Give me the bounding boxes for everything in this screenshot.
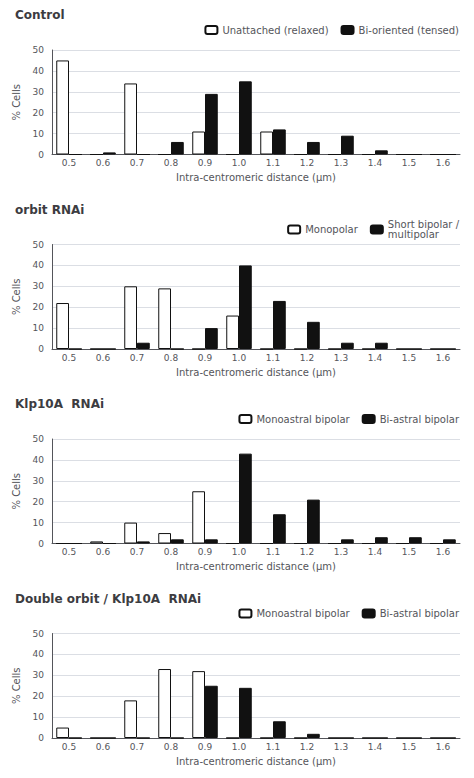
svg-text:50: 50 xyxy=(33,45,45,55)
svg-text:20: 20 xyxy=(33,497,45,507)
svg-text:1.3: 1.3 xyxy=(334,742,348,752)
svg-text:1.4: 1.4 xyxy=(368,353,383,363)
svg-text:0.8: 0.8 xyxy=(164,547,179,557)
svg-text:orbit RNAi: orbit RNAi xyxy=(15,203,84,217)
svg-text:Double orbit / Klp10A RNAi: Double orbit / Klp10A RNAi xyxy=(15,592,201,606)
svg-text:0.5: 0.5 xyxy=(62,158,76,168)
svg-text:1.3: 1.3 xyxy=(334,547,348,557)
svg-text:1.0: 1.0 xyxy=(232,742,247,752)
svg-text:1.6: 1.6 xyxy=(436,353,451,363)
svg-text:10: 10 xyxy=(33,323,45,333)
svg-text:0.5: 0.5 xyxy=(62,742,76,752)
svg-text:30: 30 xyxy=(33,670,45,680)
svg-text:0.7: 0.7 xyxy=(130,158,144,168)
svg-text:1.1: 1.1 xyxy=(266,547,280,557)
svg-text:Short bipolar /: Short bipolar / xyxy=(387,219,459,230)
svg-text:0.9: 0.9 xyxy=(198,547,213,557)
svg-text:50: 50 xyxy=(33,434,45,444)
svg-text:Intra-centromeric distance (μm: Intra-centromeric distance (μm) xyxy=(176,561,336,572)
svg-text:0.6: 0.6 xyxy=(96,547,111,557)
svg-text:1.2: 1.2 xyxy=(300,547,314,557)
svg-text:50: 50 xyxy=(33,240,45,250)
svg-text:Control: Control xyxy=(15,8,65,22)
svg-text:30: 30 xyxy=(33,476,45,486)
svg-text:30: 30 xyxy=(33,281,45,291)
svg-text:0.8: 0.8 xyxy=(164,742,179,752)
svg-text:10: 10 xyxy=(33,518,45,528)
svg-text:10: 10 xyxy=(33,129,45,139)
svg-text:0.9: 0.9 xyxy=(198,353,213,363)
svg-text:1.1: 1.1 xyxy=(266,353,280,363)
svg-text:Intra-centromeric distance (μm: Intra-centromeric distance (μm) xyxy=(176,367,336,378)
svg-text:0: 0 xyxy=(38,150,44,160)
svg-text:Bi-astral bipolar: Bi-astral bipolar xyxy=(380,608,460,619)
svg-text:1.2: 1.2 xyxy=(300,158,314,168)
svg-text:0: 0 xyxy=(38,344,44,354)
svg-text:Bi-astral bipolar: Bi-astral bipolar xyxy=(380,414,460,425)
svg-text:0.6: 0.6 xyxy=(96,353,111,363)
svg-text:0.5: 0.5 xyxy=(62,353,76,363)
svg-text:40: 40 xyxy=(33,66,45,76)
svg-text:% Cells: % Cells xyxy=(11,473,22,510)
svg-text:0.7: 0.7 xyxy=(130,742,144,752)
svg-text:50: 50 xyxy=(33,629,45,639)
svg-text:Intra-centromeric distance (μm: Intra-centromeric distance (μm) xyxy=(176,756,336,767)
svg-text:1.2: 1.2 xyxy=(300,742,314,752)
svg-text:0.5: 0.5 xyxy=(62,547,76,557)
svg-text:0: 0 xyxy=(38,733,44,743)
svg-text:Monopolar: Monopolar xyxy=(305,224,359,235)
svg-text:Unattached (relaxed): Unattached (relaxed) xyxy=(222,25,328,36)
svg-text:40: 40 xyxy=(33,649,45,659)
svg-text:0.7: 0.7 xyxy=(130,547,144,557)
svg-text:1.1: 1.1 xyxy=(266,742,280,752)
svg-text:1.0: 1.0 xyxy=(232,353,247,363)
svg-text:1.0: 1.0 xyxy=(232,158,247,168)
svg-text:% Cells: % Cells xyxy=(11,667,22,704)
svg-text:1.6: 1.6 xyxy=(436,742,451,752)
svg-text:1.1: 1.1 xyxy=(266,158,280,168)
svg-text:1.5: 1.5 xyxy=(402,742,416,752)
svg-text:1.3: 1.3 xyxy=(334,158,348,168)
svg-text:1.5: 1.5 xyxy=(402,158,416,168)
svg-text:40: 40 xyxy=(33,455,45,465)
svg-text:40: 40 xyxy=(33,260,45,270)
svg-text:10: 10 xyxy=(33,712,45,722)
svg-text:0.9: 0.9 xyxy=(198,742,213,752)
svg-text:0.7: 0.7 xyxy=(130,353,144,363)
svg-text:0.9: 0.9 xyxy=(198,158,213,168)
svg-text:0.6: 0.6 xyxy=(96,158,111,168)
svg-text:0.8: 0.8 xyxy=(164,158,179,168)
svg-text:20: 20 xyxy=(33,691,45,701)
svg-text:1.6: 1.6 xyxy=(436,547,451,557)
svg-text:1.3: 1.3 xyxy=(334,353,348,363)
svg-text:20: 20 xyxy=(33,302,45,312)
svg-text:0.8: 0.8 xyxy=(164,353,179,363)
svg-text:Monoastral bipolar: Monoastral bipolar xyxy=(256,414,350,425)
svg-text:1.6: 1.6 xyxy=(436,158,451,168)
svg-text:30: 30 xyxy=(33,87,45,97)
svg-text:1.4: 1.4 xyxy=(368,742,383,752)
svg-text:1.5: 1.5 xyxy=(402,547,416,557)
svg-text:% Cells: % Cells xyxy=(11,84,22,121)
svg-text:% Cells: % Cells xyxy=(11,278,22,315)
svg-text:1.4: 1.4 xyxy=(368,547,383,557)
svg-text:Klp10A RNAi: Klp10A RNAi xyxy=(15,397,104,411)
svg-text:Bi-oriented (tensed): Bi-oriented (tensed) xyxy=(359,25,460,36)
svg-text:0: 0 xyxy=(38,539,44,549)
svg-text:20: 20 xyxy=(33,108,45,118)
svg-text:0.6: 0.6 xyxy=(96,742,111,752)
svg-text:multipolar: multipolar xyxy=(388,229,440,240)
svg-text:Intra-centromeric distance (μm: Intra-centromeric distance (μm) xyxy=(176,172,336,183)
svg-text:1.2: 1.2 xyxy=(300,353,314,363)
svg-text:1.5: 1.5 xyxy=(402,353,416,363)
svg-text:Monoastral bipolar: Monoastral bipolar xyxy=(256,608,350,619)
svg-text:1.4: 1.4 xyxy=(368,158,383,168)
svg-text:1.0: 1.0 xyxy=(232,547,247,557)
